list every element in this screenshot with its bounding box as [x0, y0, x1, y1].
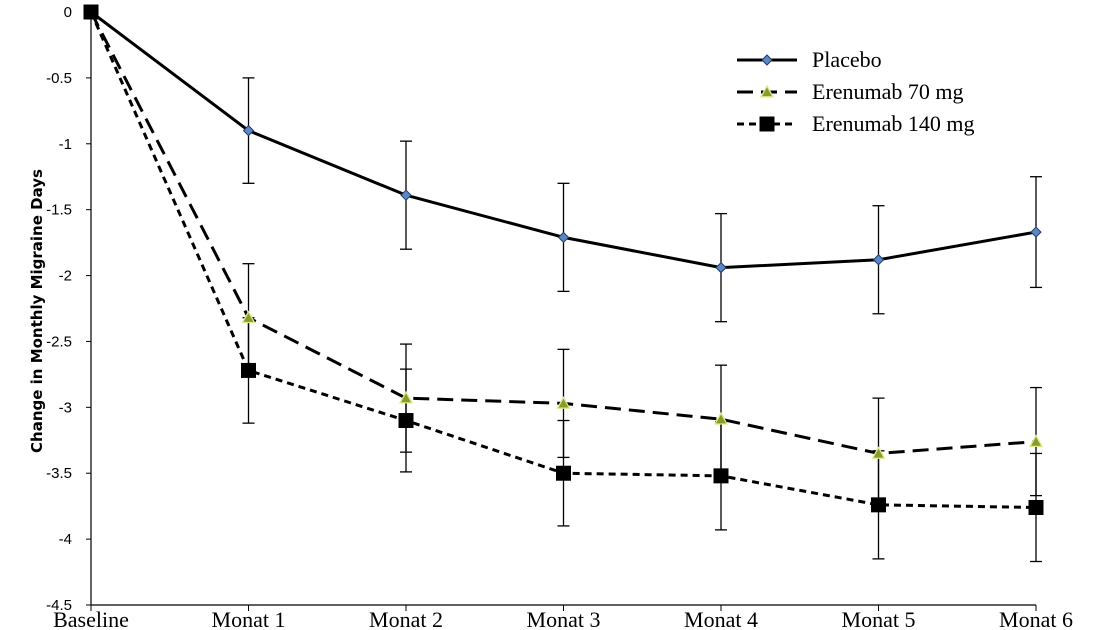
x-ticks: Baseline Monat 1 Monat 2 Monat 3 Monat 4 Mona… [53, 605, 1073, 630]
data-point-erenumab-140-mg [241, 362, 256, 378]
x-tick-label: Monat 3 [527, 607, 601, 630]
error-bars [242, 77, 1042, 563]
legend: Placebo Erenumab 70 mg Erenumab 140 mg [737, 47, 975, 136]
x-tick-label: Baseline [53, 607, 129, 630]
y-tick-label: -0.5 [46, 70, 72, 87]
data-point-erenumab-140-mg [871, 497, 886, 513]
legend-label: Placebo [812, 47, 882, 72]
y-tick-label: -3 [59, 399, 72, 416]
data-point-erenumab-70-mg [398, 390, 414, 404]
x-tick-label: Monat 4 [684, 607, 758, 630]
data-point-erenumab-70-mg [556, 396, 571, 409]
data-point-erenumab-140-mg [1028, 499, 1044, 515]
data-point-erenumab-70-mg [1028, 434, 1044, 448]
legend-swatch-marker [759, 116, 775, 132]
y-ticks: 0 -0.5 -1 -1.5 -2 -2.5 -3 -3.5 -4 -4.5 [46, 4, 91, 614]
y-tick-label: 0 [64, 4, 72, 21]
y-axis-label: Change in Monthly Migraine Days [28, 169, 46, 453]
data-point-placebo [715, 261, 727, 274]
data-point-placebo [1030, 226, 1042, 238]
y-tick-label: -2 [59, 268, 72, 285]
x-tick-label: Monat 1 [212, 607, 286, 630]
series-markers [83, 4, 1044, 515]
x-tick-label: Monat 2 [369, 607, 443, 630]
data-point-erenumab-70-mg [713, 411, 729, 425]
data-point-erenumab-70-mg [871, 446, 886, 459]
data-point-erenumab-140-mg [556, 465, 571, 481]
y-tick-label: -4 [59, 531, 72, 548]
legend-swatch-marker [761, 54, 773, 66]
data-point-placebo [242, 124, 255, 137]
y-tick-label: -1.5 [46, 202, 72, 219]
y-tick-label: -2.5 [46, 333, 72, 350]
x-tick-label: Monat 5 [842, 607, 916, 630]
legend-item-erenumab-140-mg: Erenumab 140 mg [737, 111, 975, 136]
data-point-placebo [872, 254, 885, 266]
legend-label: Erenumab 70 mg [812, 79, 964, 104]
data-point-erenumab-70-mg [241, 310, 256, 324]
y-tick-label: -1 [59, 136, 72, 153]
legend-swatch-marker [759, 84, 775, 98]
y-tick-label: -3.5 [46, 465, 72, 482]
x-tick-label: Monat 6 [999, 607, 1073, 630]
y-tick-label: -4.5 [46, 597, 72, 614]
legend-label: Erenumab 140 mg [812, 111, 975, 136]
data-point-placebo [557, 231, 570, 244]
data-point-erenumab-140-mg [713, 468, 729, 484]
data-point-placebo [400, 189, 412, 201]
data-point-erenumab-140-mg [398, 413, 414, 429]
data-point-erenumab-140-mg [83, 4, 99, 20]
legend-item-erenumab-70-mg: Erenumab 70 mg [737, 79, 964, 104]
legend-item-placebo: Placebo [737, 47, 882, 72]
